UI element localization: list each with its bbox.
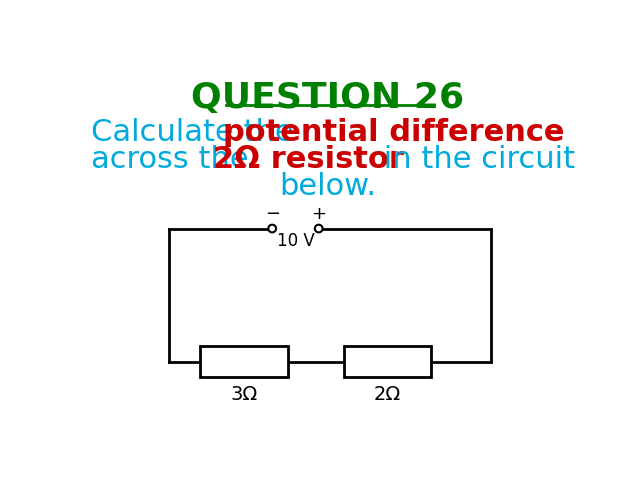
Bar xyxy=(344,347,431,377)
Text: 2Ω resistor: 2Ω resistor xyxy=(213,144,404,174)
Text: QUESTION 26: QUESTION 26 xyxy=(191,81,465,115)
Text: −: − xyxy=(264,205,280,223)
Text: 3Ω: 3Ω xyxy=(230,385,257,404)
Text: across the: across the xyxy=(91,144,258,174)
Circle shape xyxy=(315,225,323,232)
Bar xyxy=(200,347,288,377)
Text: 2Ω: 2Ω xyxy=(374,385,401,404)
Text: in the circuit: in the circuit xyxy=(374,144,575,174)
Text: +: + xyxy=(311,205,326,223)
Text: 10 V: 10 V xyxy=(276,232,314,250)
Text: Calculate the: Calculate the xyxy=(91,118,303,147)
Circle shape xyxy=(268,225,276,232)
Text: potential difference: potential difference xyxy=(223,118,564,147)
Text: below.: below. xyxy=(280,171,376,201)
